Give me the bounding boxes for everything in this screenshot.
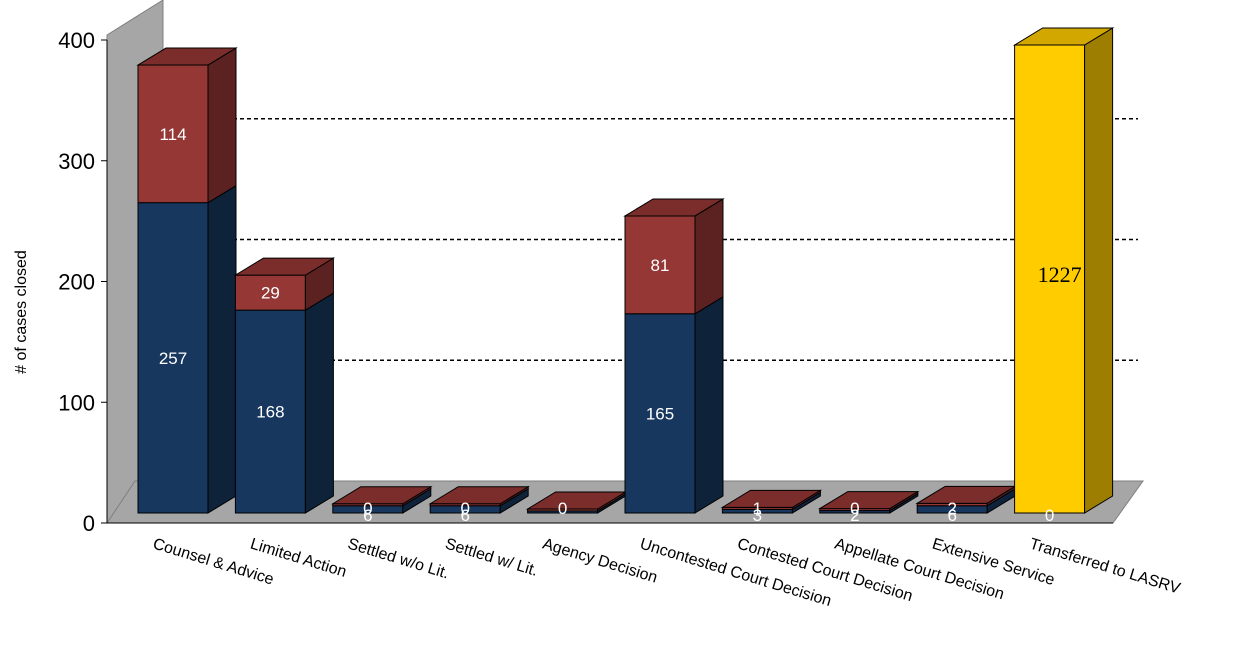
data-label-settled-w-o-lit-series-1: 6 (363, 506, 372, 525)
y-axis-label: # of cases closed (13, 250, 30, 374)
bar-settled-w-lit-series-2 (428, 485, 530, 507)
bar-uncontested-court-decision-series-2-front (624, 215, 696, 315)
data-label-extensive-service-series-1: 6 (947, 506, 956, 525)
bar-counsel-advice-series-1-side (207, 184, 237, 514)
x-tick-label-settled-w-lit: Settled w/ Lit. (443, 536, 540, 580)
y-tick-label-0: 0 (83, 511, 95, 536)
bar-limited-action-series-1-front (234, 309, 306, 514)
bar-appellate-court-decision-series-2 (818, 490, 920, 512)
data-label-uncontested-court-decision-series-2: 81 (651, 256, 670, 275)
x-tick-label-appellate-court-decision: Appellate Court Decision (833, 536, 1006, 604)
data-label-contested-court-decision-series-1: 3 (753, 506, 762, 525)
bars (136, 27, 1115, 514)
y-tick-label-100: 100 (58, 390, 95, 415)
data-label-appellate-court-decision-series-2: 0 (850, 499, 859, 518)
bar-counsel-advice-series-2 (136, 47, 238, 204)
bar-settled-w-o-lit-series-2 (331, 485, 433, 507)
bar-limited-action-series-2 (233, 257, 336, 312)
bar-contested-court-decision-series-2 (720, 489, 823, 511)
bar-uncontested-court-decision-series-2-side (694, 198, 724, 315)
bar-counsel-advice-series-1-front (137, 202, 209, 514)
bar-limited-action-series-2-top (233, 257, 336, 276)
y-tick-label-400: 400 (58, 28, 95, 53)
data-label-settled-w-lit-series-2: 0 (460, 499, 469, 518)
data-label-uncontested-court-decision-series-1: 165 (646, 404, 674, 423)
bar-transferred-to-lasrv-series-3-top (1012, 27, 1115, 46)
bar-contested-court-decision-series-1 (721, 491, 821, 514)
y-tick-label-300: 300 (58, 149, 95, 174)
data-label-agency-decision-series-2: 0 (558, 499, 567, 518)
bar-contested-court-decision-series-2-top (720, 489, 823, 508)
bar-transferred-to-lasrv-series-3-front (1014, 44, 1086, 514)
bar-uncontested-court-decision-series-1-front (624, 313, 696, 514)
data-label-counsel-advice-series-2: 114 (159, 125, 186, 144)
bar-agency-decision-series-2 (525, 491, 628, 512)
data-label-limited-action-series-1: 168 (256, 403, 284, 422)
bar-settled-w-lit-series-2-top (428, 486, 530, 505)
bar-settled-w-o-lit-series-2-top (331, 486, 433, 505)
bar-uncontested-court-decision-series-1-side (694, 295, 724, 514)
bar-limited-action-series-1 (234, 292, 334, 514)
bar-transferred-to-lasrv-series-3-side (1084, 27, 1114, 514)
data-label-counsel-advice-series-1: 257 (159, 349, 187, 368)
data-label-settled-w-lit-series-1: 6 (460, 506, 469, 525)
bar-limited-action-series-2-front (234, 274, 306, 311)
bar-uncontested-court-decision-series-2-top (623, 198, 725, 217)
bar-uncontested-court-decision-series-2 (623, 198, 725, 315)
x-tick-label-settled-w-o-lit: Settled w/o Lit. (346, 536, 451, 583)
data-label-settled-w-o-lit-series-2: 0 (363, 499, 372, 518)
data-label-transferred-to-lasrv-series-3: 1227 (1038, 262, 1082, 287)
bar-transferred-to-lasrv-series-3 (1012, 27, 1115, 514)
bar-appellate-court-decision-series-2-top (818, 491, 920, 510)
data-label-appellate-court-decision-series-1: 2 (850, 506, 859, 525)
bar-counsel-advice-series-1 (137, 184, 237, 514)
data-label-limited-action-series-2: 29 (261, 284, 280, 303)
data-label-transferred-to-lasrv-series-1: 0 (1045, 506, 1054, 525)
data-label-contested-court-decision-series-2: 1 (753, 499, 762, 518)
bar-limited-action-series-1-side (304, 292, 334, 514)
y-tick-label-200: 200 (58, 270, 95, 295)
bar-counsel-advice-series-2-top (136, 47, 238, 66)
bar-counsel-advice-series-2-side (207, 47, 237, 204)
bar-extensive-service-series-2 (915, 485, 1017, 507)
data-label-extensive-service-series-2: 2 (947, 499, 956, 518)
